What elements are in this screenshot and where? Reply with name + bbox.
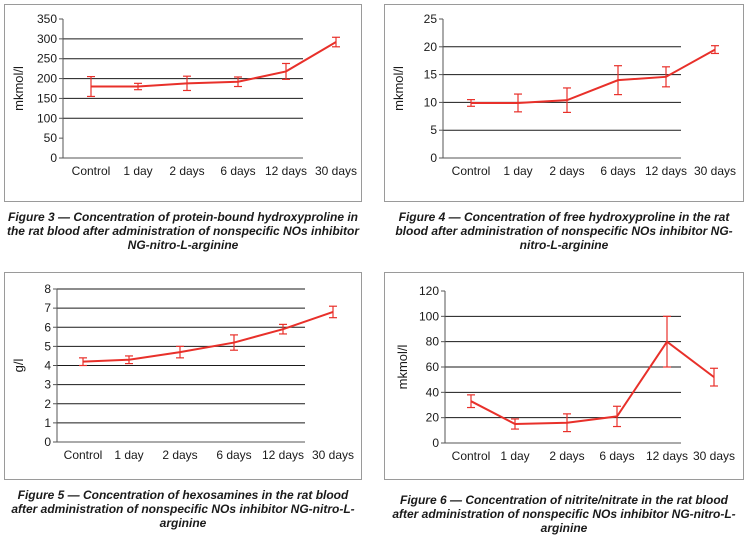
chart-0-y-tick-label: 50	[44, 131, 58, 145]
chart-3-y-tick-label: 100	[419, 309, 439, 323]
chart-1-y-tick-label: 25	[424, 12, 438, 26]
chart-0-x-tick-label: 30 days	[315, 164, 357, 178]
chart-3-x-tick-label: 12 days	[646, 449, 688, 463]
chart-2-y-tick-label: 4	[44, 359, 51, 373]
chart-3-y-axis-label: mkmol/l	[395, 345, 410, 390]
chart-3-y-tick-label: 40	[426, 385, 440, 399]
chart-2-x-tick-label: 1 day	[114, 448, 143, 462]
chart-0-y-tick-label: 250	[37, 52, 57, 66]
chart-1-y-tick-label: 20	[424, 40, 438, 54]
chart-2-x-tick-label: 2 days	[162, 448, 197, 462]
chart-0-y-tick-label: 200	[37, 72, 57, 86]
chart-2-x-tick-label: 6 days	[216, 448, 251, 462]
chart-2-x-tick-label: Control	[64, 448, 103, 462]
figure-6-chart: 0 20 40 60 80 100 120 mkmol/l Control 1 day 2 days…	[395, 284, 735, 463]
chart-1-x-tick-label: 2 days	[549, 164, 584, 178]
chart-2-y-tick-label: 2	[44, 397, 51, 411]
chart-2-y-tick-label: 0	[44, 435, 51, 449]
chart-2-y-tick-label: 7	[44, 301, 51, 315]
figure-6-caption: Figure 6 — Concentration of nitrite/nitr…	[392, 493, 736, 535]
chart-1-y-axis-label: mkmol/l	[391, 66, 406, 111]
chart-3-x-tick-label: 1 day	[500, 449, 529, 463]
chart-0-x-tick-label: 6 days	[220, 164, 255, 178]
figure-6-chart-frame: 0 20 40 60 80 100 120 mkmol/l Control 1 day 2 days…	[384, 272, 744, 480]
chart-0-series-line	[91, 41, 337, 88]
chart-0-y-axis-label: mkmol/l	[11, 66, 26, 111]
figure-5-chart: 0 1 2 3 4 5 6 7 8 g/l Control 1 day 2 days 6 days 12 d…	[11, 282, 354, 462]
chart-3-y-tick-label: 20	[426, 411, 440, 425]
chart-1-x-tick-label: 1 day	[503, 164, 532, 178]
chart-0-y-tick-label: 350	[37, 12, 57, 26]
chart-2-y-axis-label: g/l	[11, 359, 26, 373]
chart-1-x-tick-label: 12 days	[645, 164, 687, 178]
chart-1-x-tick-label: Control	[452, 164, 491, 178]
chart-3-x-tick-label: 6 days	[599, 449, 634, 463]
figure-4-chart-frame: 0 5 10 15 20 25 mkmol/l Control 1 day 2 days 6 day…	[384, 4, 744, 202]
chart-3-y-tick-label: 60	[426, 360, 440, 374]
chart-2-y-tick-label: 1	[44, 416, 51, 430]
chart-2-series-line	[82, 311, 334, 363]
chart-2-x-tick-label: 30 days	[312, 448, 354, 462]
chart-3-y-tick-label: 80	[426, 335, 440, 349]
figure-3-chart: 0 50 100 150 200 250 300 350 mkmol/l Control 1 day…	[11, 12, 357, 178]
chart-3-x-tick-label: 2 days	[549, 449, 584, 463]
chart-3-x-tick-label: 30 days	[693, 449, 735, 463]
chart-0-y-tick-label: 0	[50, 151, 57, 165]
chart-3-y-tick-label: 120	[419, 284, 439, 298]
chart-0-y-tick-label: 150	[37, 91, 57, 105]
chart-2-y-tick-label: 6	[44, 320, 51, 334]
chart-3-x-tick-label: Control	[452, 449, 491, 463]
chart-0-x-tick-label: Control	[72, 164, 111, 178]
chart-0-y-tick-label: 100	[37, 111, 57, 125]
figure-5-caption: Figure 5 — Concentration of hexosamines …	[11, 488, 355, 530]
figure-3-caption: Figure 3 — Concentration of protein-boun…	[6, 210, 360, 252]
chart-0-x-tick-label: 1 day	[123, 164, 152, 178]
chart-3-series-line	[470, 340, 715, 426]
figure-4-caption: Figure 4 — Concentration of free hydroxy…	[395, 210, 733, 252]
chart-0-x-tick-label: 2 days	[169, 164, 204, 178]
chart-1-y-tick-label: 5	[430, 123, 437, 137]
chart-1-x-tick-label: 6 days	[600, 164, 635, 178]
chart-2-y-tick-label: 5	[44, 339, 51, 353]
chart-2-y-tick-label: 8	[44, 282, 51, 296]
chart-0-x-tick-label: 12 days	[265, 164, 307, 178]
figure-5-chart-frame: 0 1 2 3 4 5 6 7 8 g/l Control 1 day 2 days 6 days 12 d…	[4, 272, 362, 480]
figure-4-chart: 0 5 10 15 20 25 mkmol/l Control 1 day 2 days 6 day…	[391, 12, 736, 178]
chart-2-y-tick-label: 3	[44, 378, 51, 392]
chart-1-series-line	[471, 48, 716, 104]
chart-3-y-tick-label: 0	[432, 436, 439, 450]
chart-1-x-tick-label: 30 days	[694, 164, 736, 178]
figure-3-chart-frame: 0 50 100 150 200 250 300 350 mkmol/l Control 1 day…	[4, 4, 362, 202]
chart-2-x-tick-label: 12 days	[262, 448, 304, 462]
chart-1-y-tick-label: 10	[424, 95, 438, 109]
chart-1-y-tick-label: 0	[430, 151, 437, 165]
chart-1-y-tick-label: 15	[424, 68, 438, 82]
chart-0-y-tick-label: 300	[37, 32, 57, 46]
